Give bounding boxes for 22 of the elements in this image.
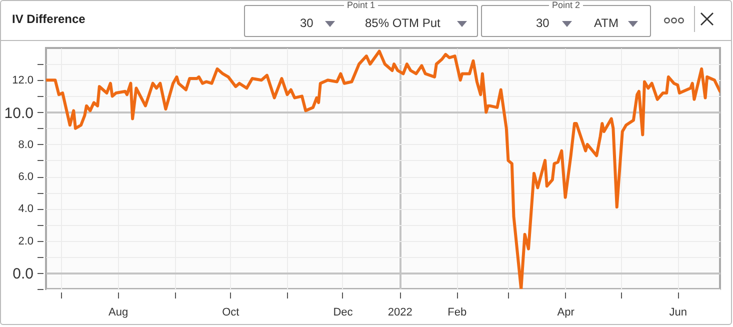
text: 30 (300, 16, 314, 30)
x-tick-label: Jun (669, 306, 688, 318)
x-tick-label: Apr (557, 306, 575, 318)
y-tick-label: 0.0 (12, 265, 34, 282)
line-series (46, 50, 720, 289)
y-tick-label: 8.0 (18, 138, 34, 151)
y-tick-label: 4.0 (18, 203, 34, 216)
text: ATM (594, 16, 618, 30)
chart-title: IV Difference (12, 12, 86, 26)
text: 30 (536, 16, 550, 30)
y-tick-label: 2.0 (18, 235, 34, 248)
x-tick-label: Dec (333, 306, 354, 318)
text: Point 1 (346, 0, 376, 10)
y-tick-label: 10.0 (4, 104, 34, 122)
y-tick-label: 12.0 (12, 74, 34, 87)
text: Point 2 (550, 0, 582, 10)
text: 85% OTM Put (365, 16, 440, 30)
x-tick-label: 2022 (388, 306, 412, 318)
x-tick-label: Feb (448, 306, 467, 318)
y-tick-label: 6.0 (18, 171, 34, 184)
x-tick-label: Aug (108, 306, 128, 318)
x-tick-label: Oct (222, 306, 240, 318)
